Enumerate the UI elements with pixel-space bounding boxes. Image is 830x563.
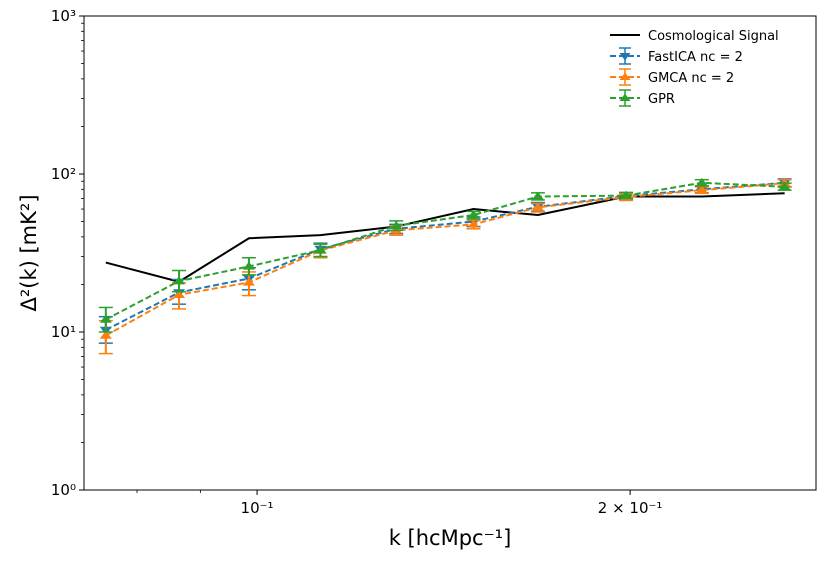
x-tick-label: 10⁻¹ xyxy=(241,499,274,517)
series-line xyxy=(105,181,785,321)
legend-item: GPR xyxy=(610,89,675,107)
series-fastica-nc-2 xyxy=(98,178,792,344)
y-tick-label: 10² xyxy=(51,165,76,183)
legend-label: GMCA nc = 2 xyxy=(648,71,734,86)
y-tick-label: 10⁰ xyxy=(51,481,76,499)
data-point xyxy=(314,245,327,254)
data-point xyxy=(531,191,544,200)
legend-item: Cosmological Signal xyxy=(610,29,779,44)
data-point xyxy=(467,210,480,219)
axes-frame xyxy=(83,15,817,491)
data-point xyxy=(173,276,186,285)
x-tick-label: 2 × 10⁻¹ xyxy=(598,499,663,517)
series-line xyxy=(105,182,785,337)
data-point xyxy=(778,181,791,191)
data-point xyxy=(695,185,708,194)
data-point xyxy=(242,277,255,286)
plot-area xyxy=(98,177,792,355)
y-tick-label: 10³ xyxy=(51,7,76,25)
data-point xyxy=(99,330,112,339)
legend-marker xyxy=(619,72,631,80)
legend-label: FastICA nc = 2 xyxy=(648,50,743,65)
data-point xyxy=(531,202,544,211)
data-point xyxy=(620,190,633,199)
series-line xyxy=(105,192,785,283)
series-cosmological-signal xyxy=(105,192,785,283)
x-axis-label: k [hcMpc⁻¹] xyxy=(389,526,512,550)
series-gpr xyxy=(98,177,792,333)
data-point xyxy=(173,289,186,299)
legend-item: GMCA nc = 2 xyxy=(610,68,734,86)
legend: Cosmological Signal FastICA nc = 2 GMCA nc… xyxy=(610,29,779,107)
y-axis-label: Δ²(k) [mK²] xyxy=(17,194,41,311)
data-point xyxy=(242,261,255,270)
series-line xyxy=(105,181,785,331)
legend-label: GPR xyxy=(648,92,675,107)
legend-label: Cosmological Signal xyxy=(648,29,779,44)
legend-marker xyxy=(619,53,631,61)
y-tick-label: 10¹ xyxy=(51,323,76,341)
data-point xyxy=(99,314,112,323)
legend-item: FastICA nc = 2 xyxy=(610,47,743,65)
data-point xyxy=(390,220,403,230)
data-point xyxy=(467,219,480,228)
legend-marker xyxy=(619,93,631,101)
axis-ticks: 10⁰ 10¹ 10² 10³ 10⁻¹ 2 × 10⁻¹ xyxy=(51,7,663,517)
data-point xyxy=(695,177,708,187)
